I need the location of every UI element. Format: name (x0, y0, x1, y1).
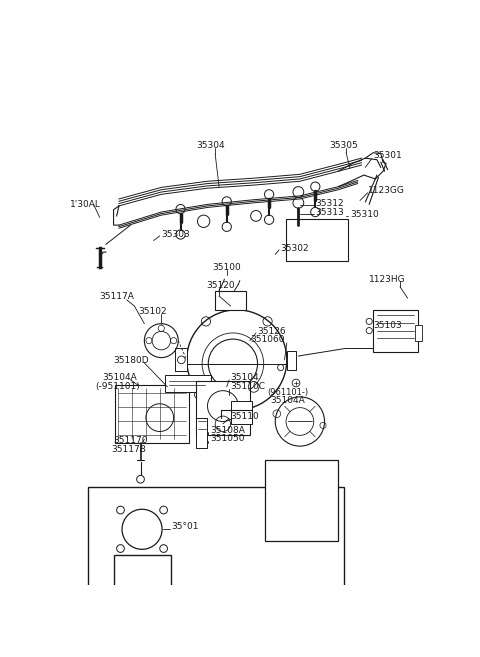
Text: 35304: 35304 (196, 141, 225, 150)
Text: 35102: 35102 (138, 307, 167, 316)
Text: 35180D: 35180D (114, 356, 149, 365)
Text: 35°01: 35°01 (171, 522, 199, 532)
Bar (230, 401, 252, 424)
Bar (114, 555, 171, 608)
Bar (88, 487, 344, 657)
Text: 35310: 35310 (350, 210, 379, 219)
Bar (165, 375, 211, 392)
Text: 35117A: 35117A (100, 292, 134, 302)
Text: 35305: 35305 (329, 141, 358, 150)
Text: (961101-): (961101-) (267, 388, 309, 397)
Text: 35103: 35103 (373, 321, 402, 330)
Text: 351170: 351170 (114, 436, 148, 445)
Bar (196, 418, 207, 449)
Bar (115, 385, 189, 443)
Text: 35313: 35313 (315, 208, 344, 217)
Text: 351060: 351060 (250, 334, 284, 344)
Bar (215, 290, 246, 310)
Bar (196, 380, 250, 434)
Text: 35104: 35104 (230, 373, 259, 382)
Text: 35302: 35302 (281, 244, 309, 253)
Text: 1'30AL: 1'30AL (71, 200, 101, 209)
Text: 35108A: 35108A (210, 426, 245, 435)
Text: 1123GG: 1123GG (368, 186, 405, 195)
Text: 1123HG: 1123HG (369, 275, 406, 284)
Text: 35100: 35100 (212, 263, 241, 272)
Bar (373, 310, 418, 352)
Text: 35117B: 35117B (111, 445, 146, 455)
Text: 35104A: 35104A (102, 373, 137, 382)
Bar (415, 325, 421, 340)
Text: 35303: 35303 (161, 230, 190, 239)
Text: 35120: 35120 (206, 281, 235, 290)
Text: 35110: 35110 (230, 411, 259, 420)
Text: (-951101): (-951101) (95, 382, 140, 392)
Bar (286, 219, 348, 261)
Text: 35110C: 35110C (230, 382, 265, 392)
Text: 351050: 351050 (210, 434, 244, 443)
Bar (175, 348, 187, 371)
Bar (287, 351, 296, 370)
Text: 35104A: 35104A (271, 396, 305, 405)
Text: 35312: 35312 (315, 199, 344, 208)
Text: 35126: 35126 (258, 327, 286, 336)
Bar (265, 460, 338, 541)
Text: 35301: 35301 (373, 151, 402, 160)
